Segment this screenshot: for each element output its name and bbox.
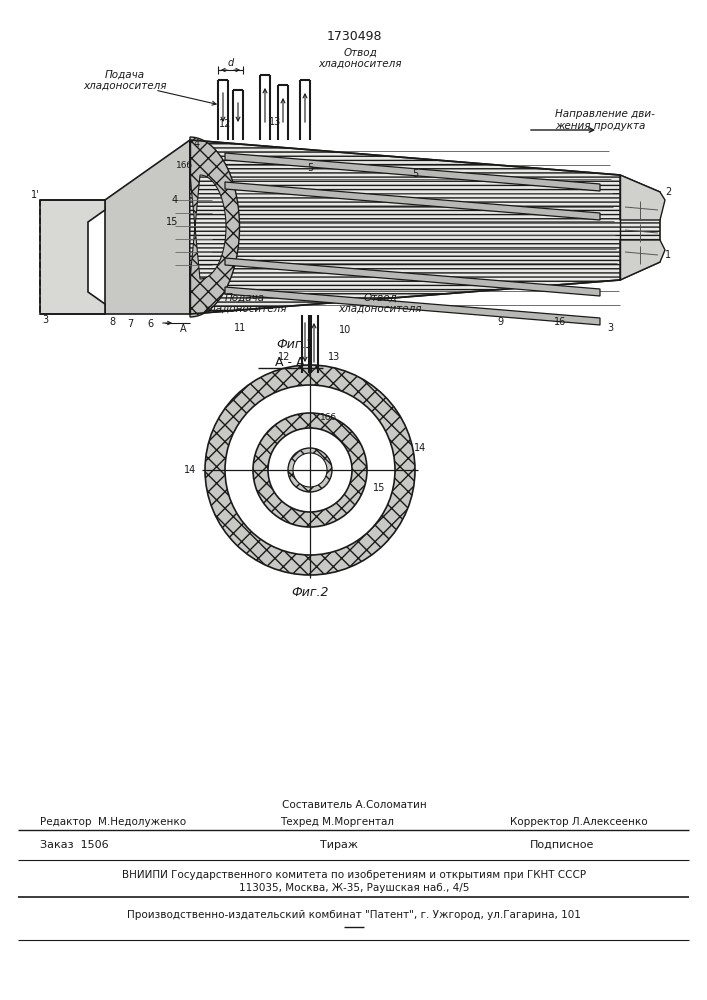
Text: 14: 14 (414, 443, 426, 453)
Circle shape (288, 448, 332, 492)
Text: Техред М.Моргентал: Техред М.Моргентал (280, 817, 394, 827)
Text: Подписное: Подписное (530, 840, 595, 850)
Text: 3: 3 (607, 323, 613, 333)
Text: 14: 14 (184, 465, 196, 475)
Text: 4: 4 (194, 139, 200, 149)
Text: Тираж: Тираж (320, 840, 358, 850)
Polygon shape (620, 240, 665, 280)
Text: Подача
хладоносителя: Подача хладоносителя (83, 69, 167, 91)
Text: 3: 3 (42, 315, 48, 325)
Text: 5: 5 (307, 163, 313, 173)
Text: Отвод
хладоносителя: Отвод хладоносителя (338, 292, 422, 314)
Text: 12: 12 (218, 119, 231, 129)
Text: Фиг.1: Фиг.1 (276, 338, 314, 352)
Text: 12: 12 (278, 352, 290, 362)
Text: 1730498: 1730498 (326, 30, 382, 43)
Text: Отвод
хладоносителя: Отвод хладоносителя (318, 47, 402, 69)
Text: Фиг.2: Фиг.2 (291, 586, 329, 599)
Text: d: d (228, 58, 234, 68)
Text: А: А (180, 324, 187, 334)
Circle shape (225, 385, 395, 555)
Polygon shape (190, 140, 660, 314)
Polygon shape (190, 137, 240, 317)
Text: Направление дви-
жения продукта: Направление дви- жения продукта (555, 109, 655, 131)
Text: 2: 2 (665, 187, 671, 197)
Text: 113035, Москва, Ж-35, Раушская наб., 4/5: 113035, Москва, Ж-35, Раушская наб., 4/5 (239, 883, 469, 893)
Text: 5: 5 (412, 169, 418, 179)
Text: Производственно-издательский комбинат "Патент", г. Ужгород, ул.Гагарина, 101: Производственно-издательский комбинат "П… (127, 910, 581, 920)
Circle shape (268, 428, 352, 512)
Circle shape (293, 453, 327, 487)
Text: 16: 16 (554, 317, 566, 327)
Text: Составитель А.Соломатин: Составитель А.Соломатин (281, 800, 426, 810)
Polygon shape (225, 258, 600, 296)
Polygon shape (225, 153, 600, 191)
Polygon shape (225, 182, 600, 220)
Text: 15: 15 (165, 217, 178, 227)
Polygon shape (105, 140, 190, 314)
Text: Корректор Л.Алексеенко: Корректор Л.Алексеенко (510, 817, 648, 827)
Text: А - А: А - А (275, 357, 305, 369)
Polygon shape (225, 287, 600, 325)
Text: 7: 7 (127, 319, 133, 329)
Text: 15: 15 (373, 483, 385, 493)
Polygon shape (40, 200, 105, 314)
Text: 9: 9 (497, 317, 503, 327)
Text: 10: 10 (339, 325, 351, 335)
Text: 8: 8 (109, 317, 115, 327)
Text: 1: 1 (665, 250, 671, 260)
Text: Редактор  М.Недолуженко: Редактор М.Недолуженко (40, 817, 186, 827)
Circle shape (253, 413, 367, 527)
Text: 1': 1' (30, 190, 40, 200)
Circle shape (205, 365, 415, 575)
Text: 6: 6 (147, 319, 153, 329)
Text: 4: 4 (172, 195, 178, 205)
Text: 16б: 16б (320, 414, 337, 422)
Text: Заказ  1506: Заказ 1506 (40, 840, 109, 850)
Polygon shape (190, 175, 226, 279)
Text: Подача
хладоносителя: Подача хладоносителя (203, 292, 287, 314)
Text: 16б: 16б (175, 160, 192, 169)
Text: 13: 13 (328, 352, 340, 362)
Text: 13: 13 (269, 117, 281, 127)
Text: 11: 11 (234, 323, 246, 333)
Polygon shape (620, 175, 665, 220)
Text: ВНИИПИ Государственного комитета по изобретениям и открытиям при ГКНТ СССР: ВНИИПИ Государственного комитета по изоб… (122, 870, 586, 880)
